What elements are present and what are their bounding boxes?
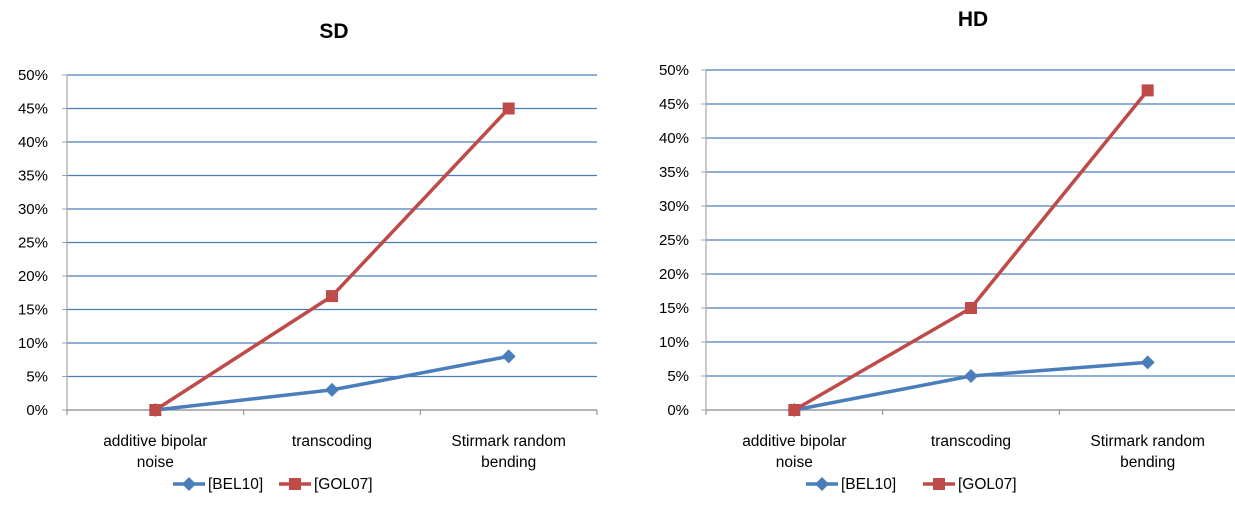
data-point-diamond bbox=[325, 382, 339, 397]
x-tick-label: transcoding bbox=[931, 433, 1011, 450]
chart-title: SD bbox=[319, 20, 348, 43]
y-tick-label: 0% bbox=[667, 402, 689, 419]
y-tick-label: 25% bbox=[659, 232, 689, 249]
x-tick-label: bending bbox=[1120, 454, 1175, 471]
legend-marker-square bbox=[289, 478, 301, 490]
data-point-square bbox=[965, 302, 977, 314]
chart-hd: HD 0% 5% 10% 15% 20% 25% 30% 35% 40% 45% 50% additiv… bbox=[659, 8, 1235, 493]
data-point-square bbox=[788, 404, 801, 416]
y-tick-label: 45% bbox=[18, 101, 48, 118]
y-tick-label: 20% bbox=[18, 268, 48, 285]
y-tick-label: 15% bbox=[659, 300, 689, 317]
data-point-square bbox=[502, 102, 515, 115]
y-tick-label: 40% bbox=[18, 134, 48, 151]
data-point-square bbox=[1141, 84, 1154, 97]
y-tick-label: 15% bbox=[18, 302, 48, 319]
x-tick-label: Stirmark random bbox=[1090, 433, 1205, 450]
data-point-diamond bbox=[1140, 355, 1155, 370]
y-tick-label: 30% bbox=[659, 198, 689, 215]
legend-label: [BEL10] bbox=[208, 476, 263, 493]
data-point-diamond bbox=[501, 349, 516, 364]
y-tick-label: 45% bbox=[659, 96, 689, 113]
y-tick-label: 10% bbox=[659, 334, 689, 351]
y-tick-label: 50% bbox=[18, 67, 48, 84]
y-tick-label: 0% bbox=[26, 402, 48, 419]
y-tick-label: 25% bbox=[18, 235, 48, 252]
x-tick-label: transcoding bbox=[292, 433, 372, 450]
legend-label: [GOL07] bbox=[314, 476, 373, 493]
y-tick-label: 35% bbox=[659, 164, 689, 181]
legend-label: [BEL10] bbox=[841, 476, 896, 493]
legend-marker-square bbox=[933, 478, 945, 490]
y-tick-label: 10% bbox=[18, 335, 48, 352]
x-tick-label: bending bbox=[481, 454, 536, 471]
chart-title: HD bbox=[958, 8, 988, 31]
y-tick-label: 30% bbox=[18, 201, 48, 218]
y-tick-label: 50% bbox=[659, 62, 689, 79]
chart-sd: SD 0% 5% 10% 15% 20% 25% 30% 35% 40% 45% 50% additiv… bbox=[18, 20, 598, 493]
y-tick-label: 40% bbox=[659, 130, 689, 147]
legend-marker-diamond bbox=[815, 477, 829, 491]
data-point-diamond bbox=[964, 369, 978, 383]
y-tick-label: 35% bbox=[18, 168, 48, 185]
x-tick-label: additive bipolar bbox=[742, 433, 846, 450]
x-tick-label: additive bipolar bbox=[103, 433, 207, 450]
data-point-square bbox=[149, 404, 162, 416]
y-tick-label: 5% bbox=[667, 368, 689, 385]
legend-marker-diamond bbox=[182, 477, 196, 491]
x-tick-label: noise bbox=[137, 454, 174, 471]
y-tick-label: 20% bbox=[659, 266, 689, 283]
x-tick-label: noise bbox=[776, 454, 813, 471]
legend-label: [GOL07] bbox=[958, 476, 1017, 493]
y-tick-label: 5% bbox=[26, 369, 48, 386]
x-tick-label: Stirmark random bbox=[451, 433, 566, 450]
data-point-square bbox=[326, 290, 338, 303]
